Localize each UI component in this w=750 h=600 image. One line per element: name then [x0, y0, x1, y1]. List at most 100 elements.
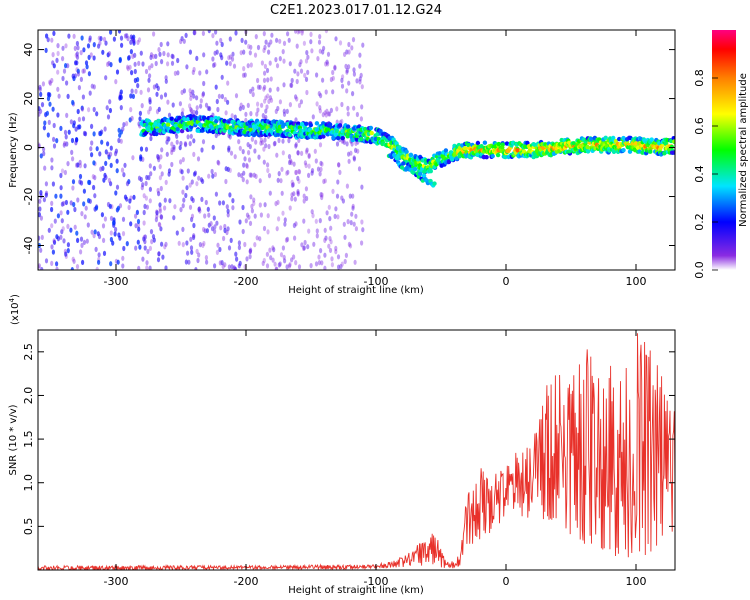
ridge-cell	[500, 145, 505, 150]
spectrogram-cell	[62, 238, 66, 244]
spectrogram-cell	[115, 184, 120, 190]
spectrogram-cell	[75, 162, 79, 168]
spectrogram-cell	[134, 213, 138, 219]
spectrogram-cell	[129, 107, 133, 113]
spectrogram-cell	[82, 239, 86, 245]
spectrogram-cell	[213, 171, 217, 178]
spectrogram-cell	[266, 213, 270, 219]
colorbar-tick-label: 0.6	[693, 117, 706, 135]
spectrogram-cell	[309, 263, 313, 269]
spectrogram-cell	[275, 63, 280, 69]
spectrogram-cell	[138, 244, 142, 250]
spectrogram-cell	[64, 199, 68, 206]
spectrogram-cell	[297, 102, 302, 109]
spectrogram-cell	[39, 193, 43, 199]
spectrogram-cell	[220, 41, 224, 48]
spectrogram-cell	[158, 202, 162, 208]
spectrogram-cell	[107, 51, 112, 57]
spectrogram-cell	[195, 55, 199, 62]
ridge-cell	[308, 122, 313, 128]
spectrogram-cell	[276, 177, 280, 183]
spectrogram-cell	[228, 36, 232, 42]
spectrogram-cell	[53, 218, 57, 224]
spectrogram-cell	[271, 245, 275, 251]
spectrogram-cell	[150, 63, 154, 69]
spectrogram-cell	[215, 98, 219, 105]
ridge-cell	[567, 149, 572, 154]
spectrogram-cell	[152, 165, 156, 171]
spectrogram-cell	[141, 61, 145, 67]
spectrogram-cell	[159, 226, 163, 232]
spectrogram-cell	[266, 93, 270, 99]
spectrogram-cell	[304, 58, 309, 64]
spectrogram-cell	[215, 40, 219, 46]
spectrogram-cell	[160, 241, 164, 247]
spectrogram-cell	[80, 211, 84, 217]
spectrogram-cell	[79, 180, 84, 186]
spectrogram-cell	[142, 209, 146, 216]
spectrogram-cell	[195, 181, 199, 187]
spectrogram-cell	[102, 250, 107, 256]
spectrogram-cell	[215, 249, 219, 255]
spectrogram-cell	[179, 207, 183, 213]
spectrogram-cell	[328, 111, 332, 117]
spectrogram-cell	[130, 115, 134, 121]
spectrogram-cell	[157, 251, 161, 257]
spectrogram-cell	[358, 52, 362, 58]
spectrogram-cell	[184, 142, 188, 148]
spectrogram-cell	[159, 94, 164, 100]
spectrogram-cell	[351, 205, 355, 211]
spectrogram-cell	[260, 102, 264, 108]
spectrogram-cell	[147, 77, 151, 83]
spectrogram-cell	[345, 67, 349, 74]
spectrogram-cell	[123, 162, 127, 168]
ridge-cell	[173, 123, 179, 128]
spectrogram-cell	[211, 144, 215, 150]
ridge-cell	[165, 122, 171, 127]
colorbar: 0.0 0.2 0.4 0.6 0.8 Normalized spectral ampl…	[693, 30, 749, 279]
spectrogram-cell	[89, 146, 93, 152]
spectrogram-cell	[331, 69, 335, 76]
spectrogram-cell	[114, 190, 118, 196]
spectrogram-cell	[302, 245, 306, 251]
spectrogram-cell	[82, 47, 86, 53]
ridge-cell	[479, 144, 484, 149]
spectrogram-cell	[277, 216, 281, 222]
ridge-cell	[617, 136, 622, 142]
spectrogram-cell	[138, 110, 142, 116]
spectrogram-cell	[195, 95, 199, 101]
spectrogram-cell	[43, 120, 47, 126]
spectrogram-cell	[128, 117, 132, 123]
ridge-cell	[611, 149, 617, 154]
spectrogram-cell	[297, 30, 301, 34]
spectrogram-cell	[265, 263, 270, 269]
spectrogram-cell	[145, 204, 149, 210]
spectrogram-cell	[307, 153, 311, 159]
spectrogram-cell	[310, 209, 314, 215]
ridge-cell	[260, 125, 265, 131]
spectrogram-cell	[189, 236, 193, 242]
spectrogram-cell	[249, 172, 253, 178]
spectrogram-cell	[104, 40, 108, 46]
spectrogram-cell	[48, 101, 52, 107]
spectrogram-cell	[226, 208, 230, 214]
spectrogram-cell	[242, 170, 246, 176]
spectrogram-cell	[88, 37, 92, 43]
spectrogram-cell	[151, 234, 156, 240]
spectrogram-cell	[346, 111, 350, 117]
spectrogram-cell	[276, 199, 280, 205]
spectrogram-cell	[197, 175, 201, 181]
spectrogram-cell	[146, 87, 151, 93]
spectrogram-cell	[119, 35, 124, 41]
spectrogram-cell	[71, 156, 75, 162]
spectrogram-cell	[262, 86, 266, 92]
spectrogram-cell	[127, 204, 131, 211]
spectrogram-cell	[234, 251, 238, 257]
spectrogram-cell	[38, 206, 42, 212]
spectrogram-cell	[248, 172, 252, 178]
spectrogram-cell	[51, 181, 56, 187]
spectrogram-cell	[318, 142, 323, 148]
spectrogram-cell	[296, 190, 300, 196]
spectrogram-cell	[189, 108, 194, 114]
ridge-cell	[671, 136, 675, 141]
